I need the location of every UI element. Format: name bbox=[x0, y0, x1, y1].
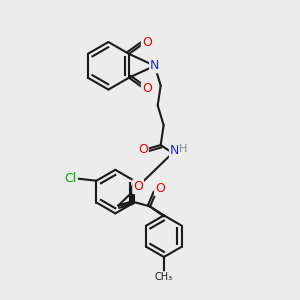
Text: O: O bbox=[138, 142, 148, 155]
Text: O: O bbox=[133, 180, 143, 193]
Text: Cl: Cl bbox=[64, 172, 77, 185]
Text: O: O bbox=[142, 37, 152, 50]
Text: N: N bbox=[150, 59, 159, 72]
Text: N: N bbox=[170, 145, 179, 158]
Text: O: O bbox=[142, 82, 152, 95]
Text: H: H bbox=[179, 144, 188, 154]
Text: O: O bbox=[155, 182, 165, 195]
Text: CH₃: CH₃ bbox=[155, 272, 173, 282]
